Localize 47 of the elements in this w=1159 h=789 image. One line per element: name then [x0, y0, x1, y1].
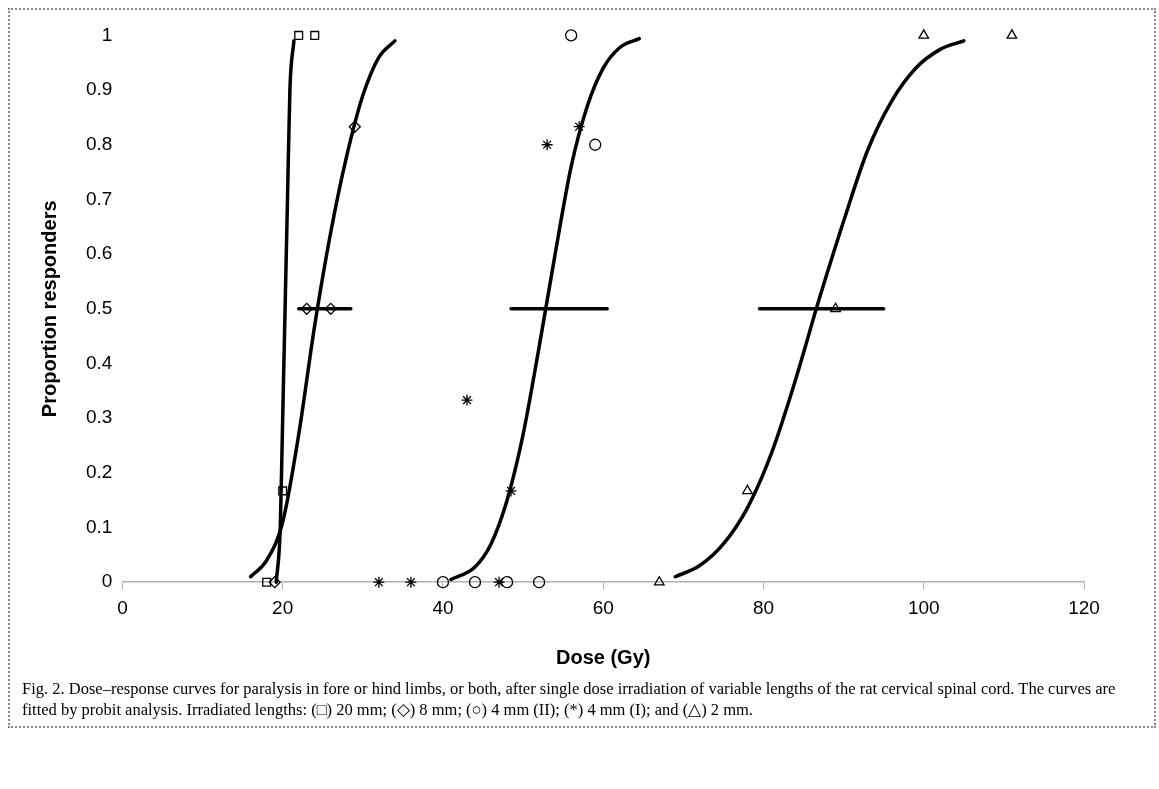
y-tick-label: 0.8 [85, 132, 113, 154]
point [348, 120, 361, 133]
point [918, 29, 930, 39]
point [278, 486, 288, 496]
y-tick-label: 0.4 [85, 351, 113, 373]
line-series [673, 39, 966, 579]
point [589, 138, 602, 151]
point [310, 30, 320, 40]
point [1006, 29, 1018, 39]
y-tick-label: 0.9 [85, 78, 113, 100]
point [504, 484, 518, 498]
x-tick-label: 100 [907, 596, 940, 618]
point [500, 576, 514, 589]
point [492, 576, 506, 589]
point [404, 576, 418, 589]
point [372, 576, 385, 589]
point [532, 576, 546, 589]
point [742, 484, 753, 495]
point [436, 576, 450, 589]
point [565, 29, 578, 42]
point [460, 393, 474, 407]
point [268, 576, 281, 589]
x-tick-label: 120 [1068, 596, 1100, 618]
y-tick-label: 0.1 [85, 515, 113, 537]
x-tick-label: 80 [752, 596, 775, 618]
point [830, 302, 841, 313]
point [262, 577, 272, 587]
x-tick-label: 60 [592, 596, 614, 618]
y-tick-label: 0.5 [85, 297, 113, 319]
point [294, 30, 304, 40]
y-tick-label: 0.6 [85, 242, 113, 264]
caption: Fig. 2. Dose–response curves for paralysis in fore or hind limbs, or both, after single dose irradiation of variable lengths of the rat cervical spinal cord. The curves are fitted by probit analysis. Irradiated lengths: (□) 20 mm; (◇) 8 mm; (○) 4 mm (II); (*) 4 mm (I); and (△) 2 mm. [21, 678, 1117, 720]
y-tick-label: 0.2 [85, 461, 113, 483]
point [300, 302, 313, 315]
y-tick-label: 0.7 [85, 187, 113, 209]
x-tick-label: 40 [432, 596, 454, 618]
point [540, 138, 554, 151]
x-axis-title: Dose (Gy) [555, 645, 651, 668]
x-tick-label: 20 [272, 596, 294, 618]
x-tick-label: 0 [117, 596, 128, 618]
point [653, 576, 665, 586]
point [468, 576, 482, 589]
y-tick-label: 1 [101, 23, 113, 45]
y-tick-label: 0 [101, 570, 113, 592]
y-axis-title: Proportion responders [37, 200, 60, 418]
point [324, 302, 337, 315]
y-tick-label: 0.3 [85, 406, 113, 428]
